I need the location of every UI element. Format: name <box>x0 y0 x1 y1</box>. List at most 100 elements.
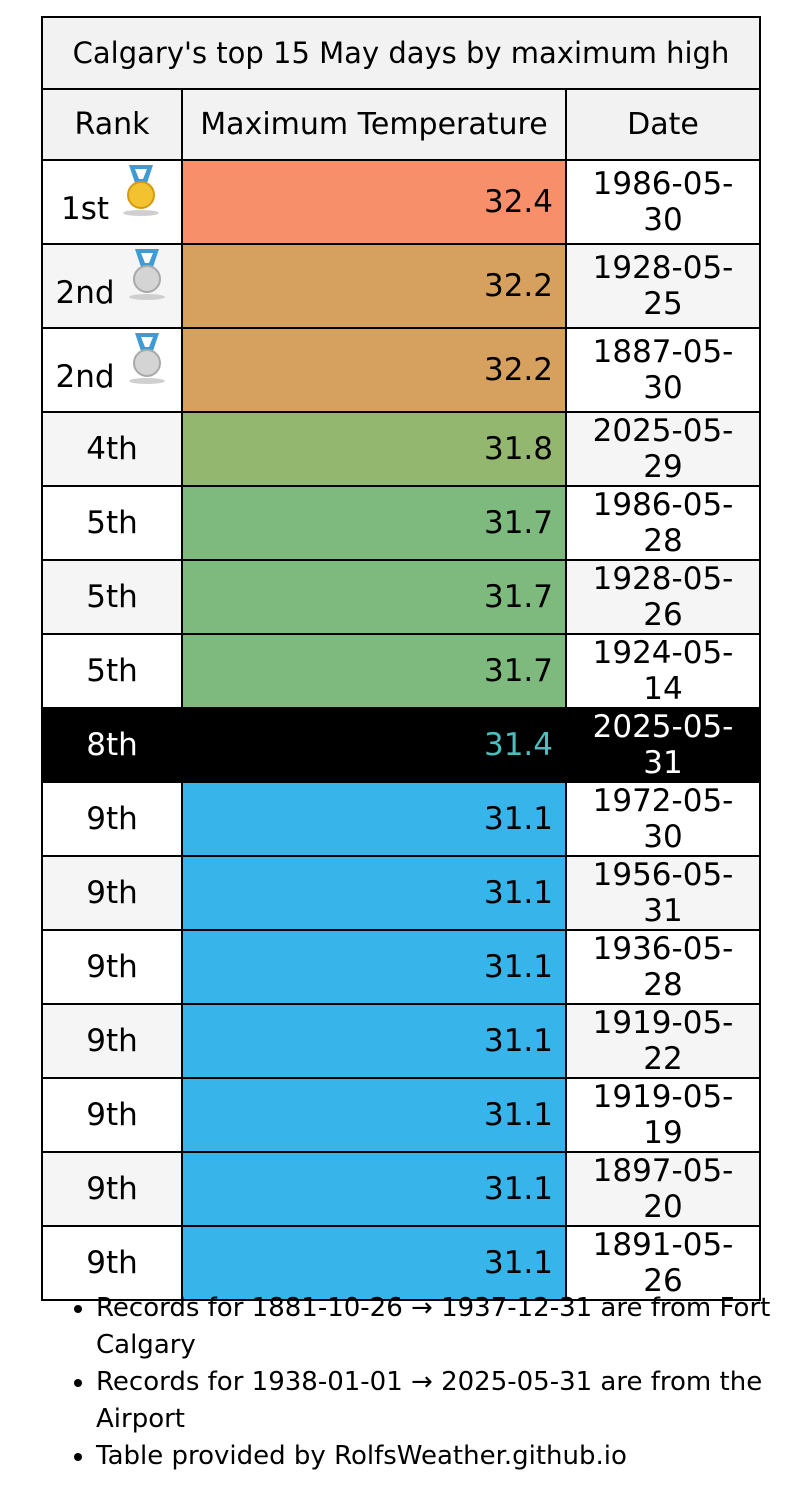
temperature-cell: 31.1 <box>181 1077 567 1153</box>
table-row: 2nd 32.2 1928-05-25 <box>41 243 762 329</box>
temperature-cell: 31.1 <box>181 781 567 857</box>
temperature-value: 31.1 <box>483 1023 553 1059</box>
rank-cell: 9th <box>41 929 183 1005</box>
temperature-value: 31.1 <box>483 949 553 985</box>
rank-cell: 9th <box>41 781 183 857</box>
table-row: 4th 31.8 2025-05-29 <box>41 411 762 487</box>
temperature-value: 31.1 <box>483 875 553 911</box>
table-row: 5th 31.7 1986-05-28 <box>41 485 762 561</box>
rank-label: 1st <box>60 191 110 227</box>
rank-cell: 9th <box>41 855 183 931</box>
table-row: 9th 31.1 1891-05-26 <box>41 1225 762 1301</box>
temperature-cell: 31.1 <box>181 1151 567 1227</box>
table-body: 1st 32.4 1986-05-30 2nd 32.2 1928-05-25 2nd 32.… <box>41 159 762 1301</box>
date-cell: 1924-05-14 <box>564 633 762 709</box>
temperature-cell: 31.7 <box>181 559 567 635</box>
table-row: 9th 31.1 1936-05-28 <box>41 929 762 1005</box>
table-row: 5th 31.7 1924-05-14 <box>41 633 762 709</box>
date-cell: 1928-05-26 <box>564 559 762 635</box>
table-caption: Calgary's top 15 May days by maximum hig… <box>40 16 762 90</box>
temperature-cell: 32.2 <box>181 243 567 329</box>
date-cell: 1919-05-22 <box>564 1003 762 1079</box>
rank-label: 9th <box>86 1245 138 1281</box>
rank-label: 9th <box>86 1023 138 1059</box>
date-cell: 1897-05-20 <box>564 1151 762 1227</box>
records-table: Calgary's top 15 May days by maximum hig… <box>40 16 762 1301</box>
temperature-value: 31.1 <box>483 801 553 837</box>
date-cell: 1986-05-28 <box>564 485 762 561</box>
rank-label: 9th <box>86 1097 138 1133</box>
temperature-value: 31.1 <box>483 1171 553 1207</box>
rank-label: 4th <box>86 431 138 467</box>
temperature-value: 31.7 <box>483 505 553 541</box>
rank-cell: 2nd <box>41 243 183 329</box>
rank-label: 9th <box>86 801 138 837</box>
rank-label: 5th <box>86 579 138 615</box>
rank-label: 9th <box>86 1171 138 1207</box>
table-row: 9th 31.1 1956-05-31 <box>41 855 762 931</box>
temperature-value: 32.2 <box>483 352 553 388</box>
date-cell: 1919-05-19 <box>564 1077 762 1153</box>
table-row: 9th 31.1 1897-05-20 <box>41 1151 762 1227</box>
rank-cell: 4th <box>41 411 183 487</box>
silver-medal-icon <box>125 247 169 303</box>
note-item: Records for 1881-10-26 → 1937-12-31 are … <box>96 1290 800 1364</box>
temperature-cell: 31.7 <box>181 485 567 561</box>
note-item: Table provided by RolfsWeather.github.io <box>96 1438 800 1475</box>
temperature-cell: 31.7 <box>181 633 567 709</box>
notes-list: Records for 1881-10-26 → 1937-12-31 are … <box>48 1290 800 1475</box>
rank-cell: 9th <box>41 1151 183 1227</box>
temperature-cell: 31.1 <box>181 1003 567 1079</box>
temperature-cell: 32.4 <box>181 159 567 245</box>
rank-cell: 1st <box>41 159 183 245</box>
date-cell: 2025-05-31 <box>564 707 762 783</box>
table-row: 8th 31.4 2025-05-31 <box>41 707 762 783</box>
table-row: 5th 31.7 1928-05-26 <box>41 559 762 635</box>
date-cell: 1956-05-31 <box>564 855 762 931</box>
rank-label: 2nd <box>55 275 115 311</box>
temperature-value: 31.4 <box>483 727 553 763</box>
silver-medal-icon <box>125 331 169 387</box>
temperature-value: 32.2 <box>483 268 553 304</box>
temperature-cell: 31.1 <box>181 855 567 931</box>
rank-label: 9th <box>86 949 138 985</box>
temperature-cell: 32.2 <box>181 327 567 413</box>
gold-medal-icon <box>119 163 163 219</box>
table-row: 2nd 32.2 1887-05-30 <box>41 327 762 413</box>
rank-cell: 5th <box>41 485 183 561</box>
rank-cell: 9th <box>41 1077 183 1153</box>
temperature-value: 32.4 <box>483 184 553 220</box>
rank-label: 9th <box>86 875 138 911</box>
rank-label: 8th <box>86 727 138 763</box>
rank-label: 5th <box>86 653 138 689</box>
temperature-value: 31.7 <box>483 653 553 689</box>
temperature-cell: 31.8 <box>181 411 567 487</box>
date-cell: 1986-05-30 <box>564 159 762 245</box>
date-cell: 2025-05-29 <box>564 411 762 487</box>
temperature-cell: 31.1 <box>181 1225 567 1301</box>
rank-cell: 5th <box>41 633 183 709</box>
table-row: 9th 31.1 1919-05-22 <box>41 1003 762 1079</box>
date-cell: 1887-05-30 <box>564 327 762 413</box>
date-cell: 1936-05-28 <box>564 929 762 1005</box>
temperature-value: 31.1 <box>483 1245 553 1281</box>
table-row: 1st 32.4 1986-05-30 <box>41 159 762 245</box>
rank-cell: 8th <box>41 707 183 783</box>
temperature-value: 31.8 <box>483 431 553 467</box>
rank-cell: 5th <box>41 559 183 635</box>
date-cell: 1891-05-26 <box>564 1225 762 1301</box>
header-temperature: Maximum Temperature <box>181 88 567 161</box>
note-item: Records for 1938-01-01 → 2025-05-31 are … <box>96 1364 800 1438</box>
temperature-value: 31.7 <box>483 579 553 615</box>
table-row: 9th 31.1 1972-05-30 <box>41 781 762 857</box>
rank-cell: 9th <box>41 1003 183 1079</box>
date-cell: 1972-05-30 <box>564 781 762 857</box>
temperature-cell: 31.1 <box>181 929 567 1005</box>
table-row: 9th 31.1 1919-05-19 <box>41 1077 762 1153</box>
date-cell: 1928-05-25 <box>564 243 762 329</box>
header-rank: Rank <box>41 88 183 161</box>
rank-label: 5th <box>86 505 138 541</box>
rank-label: 2nd <box>55 359 115 395</box>
rank-cell: 9th <box>41 1225 183 1301</box>
temperature-value: 31.1 <box>483 1097 553 1133</box>
